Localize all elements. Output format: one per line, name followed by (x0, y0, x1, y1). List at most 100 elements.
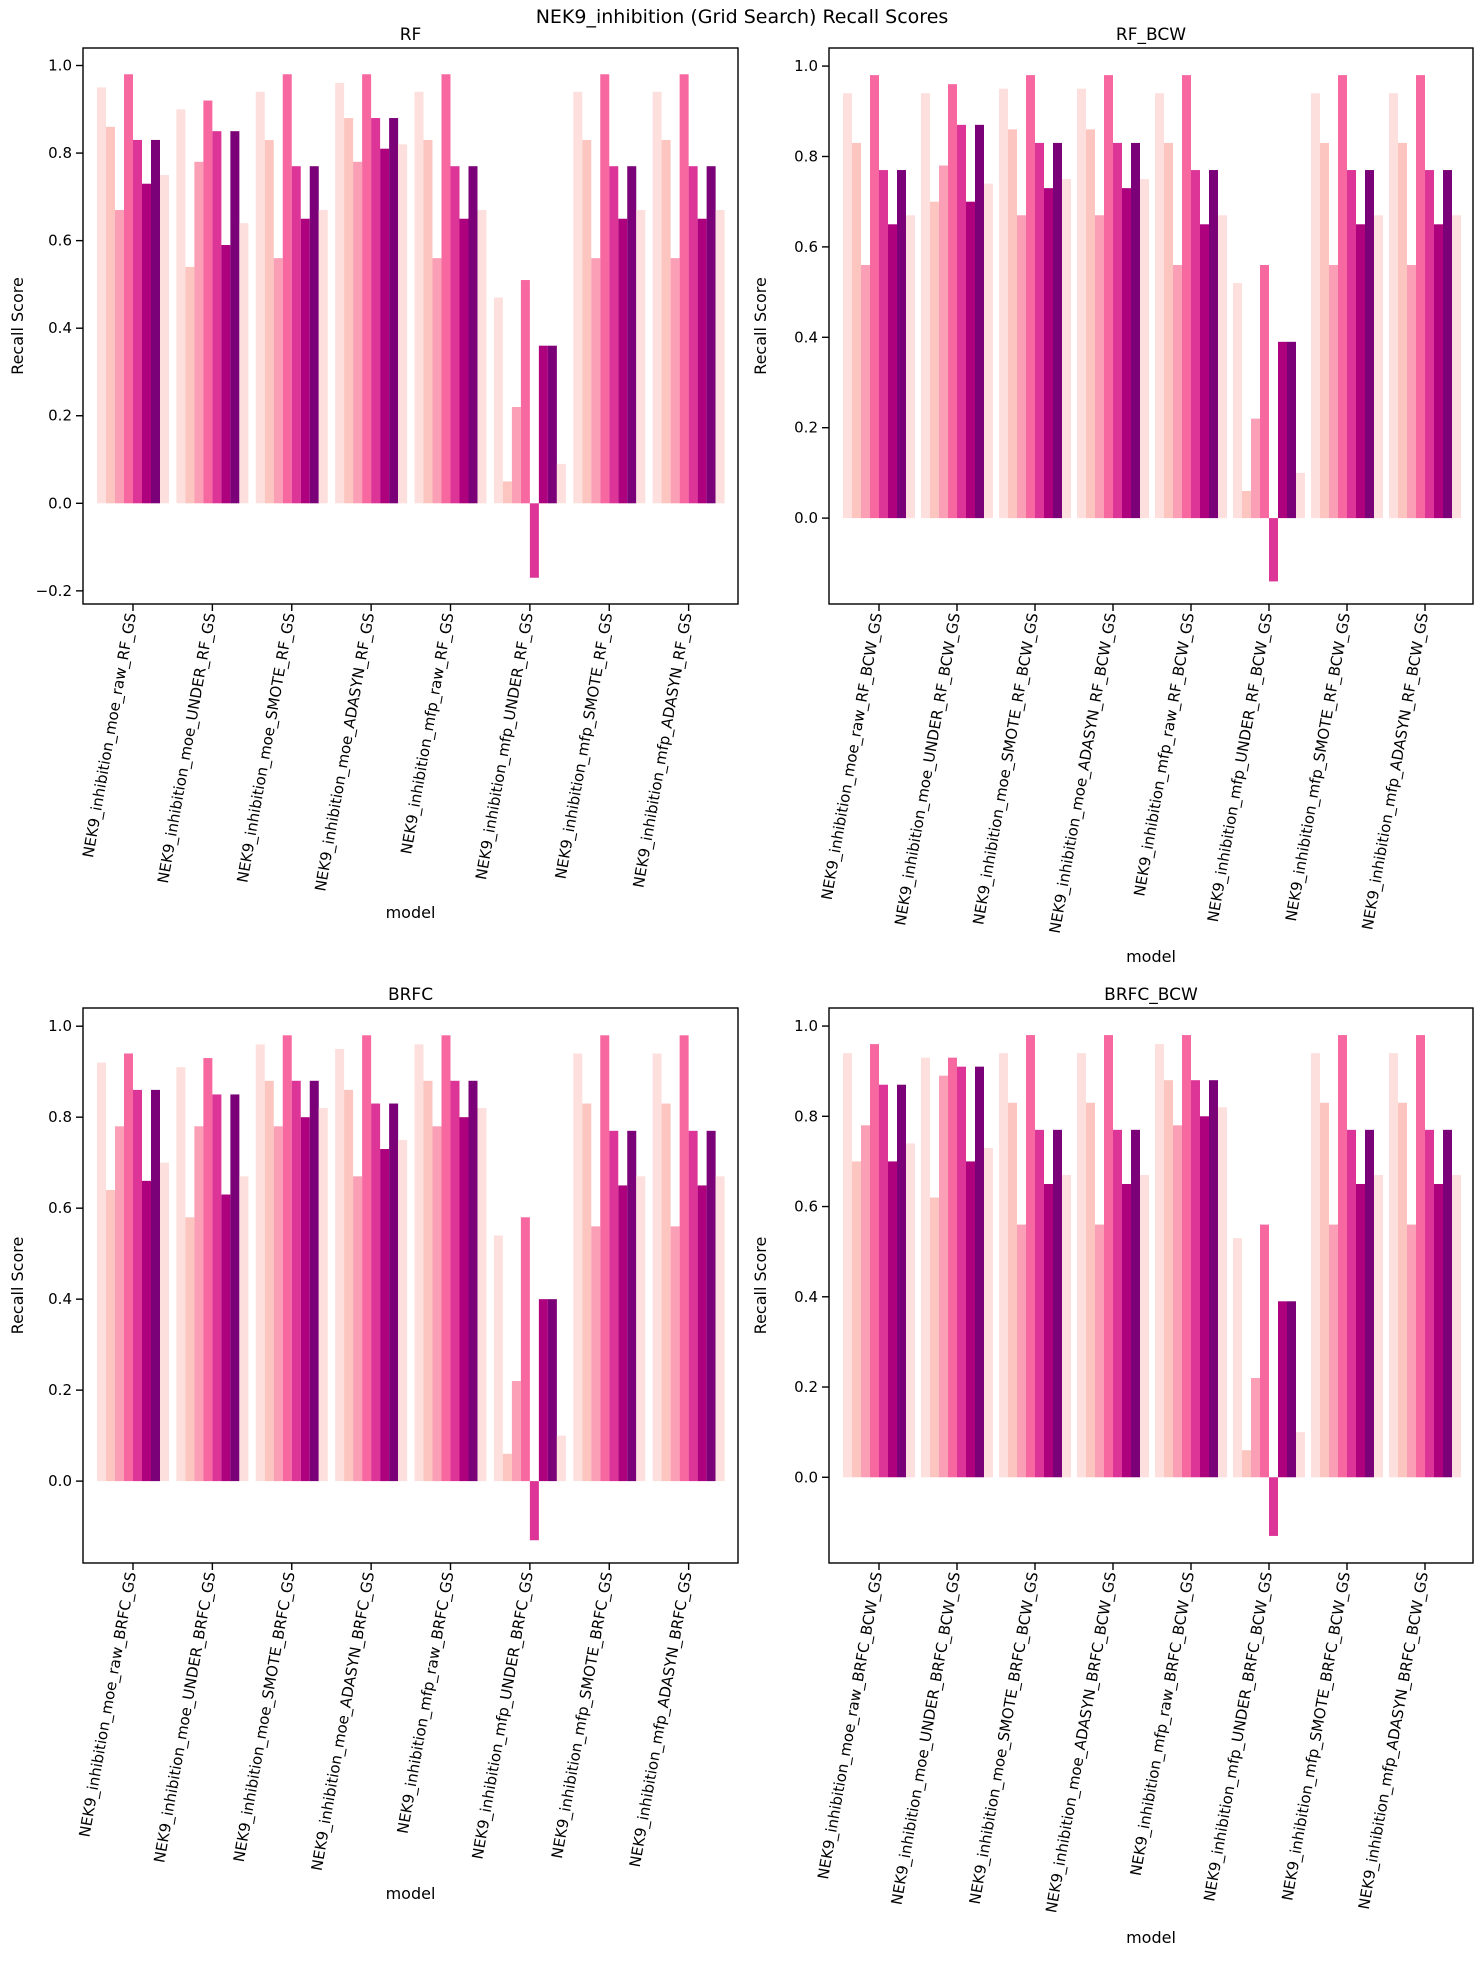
bar (573, 1053, 583, 1482)
y-axis-label: Recall Score (8, 277, 27, 375)
bar (984, 183, 993, 519)
bar (230, 131, 240, 504)
bar (879, 1084, 888, 1478)
bar (1407, 1224, 1416, 1478)
bar (477, 209, 487, 504)
y-tick-label: 0.2 (48, 407, 72, 425)
bar (1200, 1116, 1209, 1478)
x-tick-label: NEK9_inhibition_moe_UNDER_BRFC_BCW_GS (888, 1571, 965, 1907)
bar (239, 1176, 249, 1482)
bar (618, 1185, 628, 1482)
bar (432, 1126, 442, 1482)
bar (609, 1130, 619, 1482)
x-axis-label: model (1126, 947, 1176, 966)
bar (852, 1161, 861, 1478)
bar (441, 1035, 451, 1482)
bar (897, 1084, 906, 1478)
bar (1311, 1053, 1320, 1478)
bar (538, 345, 548, 504)
bar (1287, 1301, 1296, 1478)
bar (966, 1161, 975, 1478)
bar (318, 209, 328, 504)
bar (1062, 179, 1071, 519)
bar (547, 1299, 557, 1482)
bar (151, 1089, 160, 1482)
bar (870, 1044, 879, 1478)
bar (203, 100, 213, 504)
y-tick-label: 0.0 (48, 494, 72, 512)
bar (661, 139, 671, 504)
y-tick-label: 0.8 (794, 1107, 818, 1125)
bar (697, 1185, 707, 1482)
bar (194, 161, 204, 504)
bar (1053, 142, 1062, 519)
bar (1164, 1080, 1173, 1478)
bar (921, 93, 930, 519)
bar (1452, 215, 1461, 519)
bar (627, 1130, 637, 1482)
bar (1131, 142, 1140, 519)
bar (1329, 1224, 1338, 1478)
bar (1035, 1129, 1044, 1478)
x-tick-label: NEK9_inhibition_mfp_raw_BRFC_GS (394, 1571, 459, 1836)
bar (414, 91, 424, 504)
bar (870, 75, 879, 519)
bar (176, 1067, 186, 1482)
bar (1095, 1224, 1104, 1478)
bar (906, 1143, 915, 1478)
bar (423, 139, 433, 504)
bar (1182, 75, 1191, 519)
y-tick-label: 0.8 (48, 144, 72, 162)
bar (1200, 224, 1209, 519)
x-axis-label: model (386, 903, 436, 922)
bar (1329, 264, 1338, 519)
y-tick-label: 0.0 (794, 509, 818, 527)
subplot-title: RF_BCW (1116, 25, 1186, 45)
bar (221, 245, 231, 504)
bar (1287, 341, 1296, 519)
x-tick-label: NEK9_inhibition_mfp_UNDER_RF_BCW_GS (1204, 612, 1277, 924)
bar (843, 93, 852, 519)
bar (573, 91, 583, 504)
bar (1017, 215, 1026, 519)
bar (556, 463, 566, 504)
bar (142, 183, 151, 504)
subplot-rf-bcw: RF_BCW 0.0 0.2 0.4 0.6 0.8 1.0 Recall Score NEK9… (751, 25, 1474, 966)
bar (609, 166, 619, 504)
bar (591, 258, 601, 504)
y-tick-label: 0.4 (48, 1290, 72, 1308)
x-tick-label: NEK9_inhibition_moe_ADASYN_RF_BCW_GS (1046, 612, 1121, 935)
x-tick-label: NEK9_inhibition_moe_UNDER_RF_BCW_GS (891, 612, 965, 928)
bar (1242, 1450, 1251, 1478)
bar (984, 1147, 993, 1478)
bar (185, 1217, 195, 1482)
bar (999, 1053, 1008, 1478)
bar (185, 266, 195, 504)
bar (1044, 1183, 1053, 1478)
bar (939, 1075, 948, 1478)
bar (547, 345, 557, 504)
bar (1452, 1174, 1461, 1478)
bar (106, 126, 115, 504)
bar (1086, 129, 1095, 519)
x-tick-label: NEK9_inhibition_moe_raw_RF_BCW_GS (818, 612, 887, 902)
bar (239, 223, 249, 504)
bar (520, 280, 530, 504)
bar (133, 1089, 142, 1482)
bar (1077, 1053, 1086, 1478)
y-tick-label: 0.2 (48, 1381, 72, 1399)
bar (1173, 1125, 1182, 1478)
bar (291, 1080, 301, 1482)
y-tick-label: 0.6 (794, 1198, 818, 1216)
bar (1296, 472, 1305, 519)
bar (1251, 1378, 1260, 1478)
plot-frame (82, 1007, 739, 1564)
x-axis-label: model (386, 1884, 436, 1903)
bar (1218, 1107, 1227, 1478)
bar (688, 166, 698, 504)
x-tick-label: NEK9_inhibition_mfp_SMOTE_BRFC_GS (548, 1571, 617, 1861)
bar (1356, 224, 1365, 519)
bar (353, 1176, 363, 1482)
bar (1218, 215, 1227, 519)
